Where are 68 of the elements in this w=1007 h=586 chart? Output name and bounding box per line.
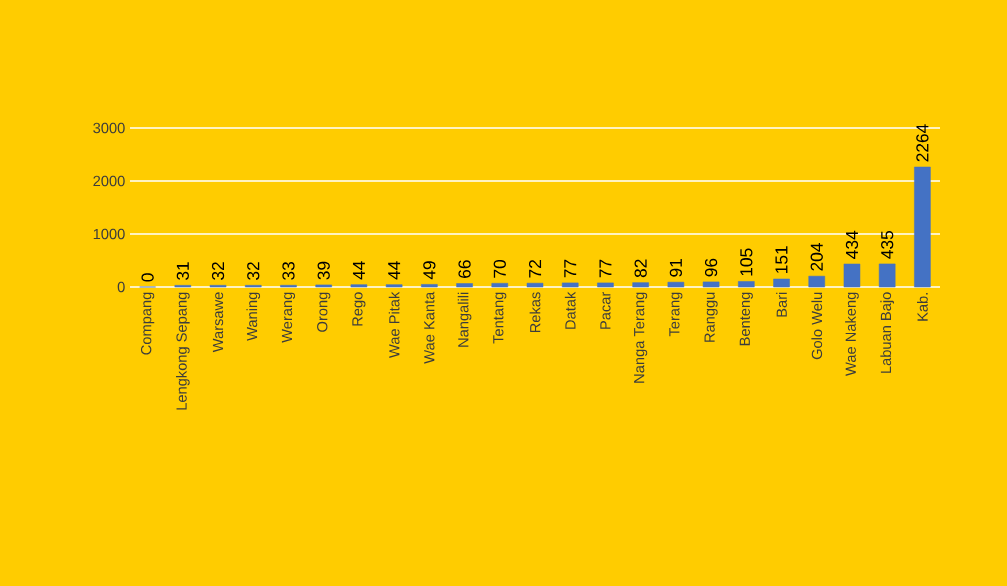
x-tick-label: Werang [281, 292, 296, 343]
x-tick-label: Rego [352, 292, 366, 326]
bar [738, 281, 755, 288]
y-tick-label: 3000 [93, 122, 125, 134]
x-tick-label: Bari [776, 292, 787, 317]
data-label: 204 [810, 243, 823, 271]
bar [456, 283, 473, 288]
data-label: 72 [528, 260, 542, 278]
data-label: 105 [740, 248, 753, 276]
data-label: 70 [493, 259, 506, 278]
x-tick-label: Labuan Bajo [880, 292, 894, 373]
bar [808, 275, 826, 288]
y-tick-label: 2000 [93, 175, 125, 187]
bar [491, 283, 509, 288]
data-label: 49 [423, 261, 436, 280]
x-tick-label: Wae Pitak [388, 291, 400, 358]
bar [773, 278, 790, 288]
x-tick-label: Golo Welu [811, 292, 823, 360]
x-tick-label: Nanga Terang [634, 292, 648, 383]
bar [667, 281, 685, 288]
bar [878, 263, 896, 288]
bar [526, 282, 544, 288]
x-tick-label: Orong [317, 292, 331, 332]
x-tick-label: Waning [246, 292, 261, 341]
y-tick-label: 1000 [93, 228, 125, 240]
x-tick-label: Wae Kanta [424, 291, 435, 364]
x-tick-label: Warsawe [212, 292, 224, 353]
data-label: 44 [388, 261, 401, 280]
x-tick-label: Terang [669, 292, 683, 337]
bar [843, 263, 861, 288]
x-tick-label: Compang [140, 292, 155, 355]
bar [597, 282, 614, 288]
data-label: 44 [352, 261, 365, 280]
data-label: 32 [211, 262, 225, 280]
x-tick-label: Ranggu [704, 292, 718, 342]
x-tick-label: Lengkong Sepang [176, 292, 190, 410]
x-tick-label: Datak [564, 291, 576, 329]
data-label: 32 [247, 262, 260, 280]
data-label: 33 [282, 262, 295, 280]
bar [350, 284, 368, 288]
x-tick-label: Pacar [600, 291, 611, 329]
y-tick-label: 0 [117, 281, 125, 293]
data-label: 39 [317, 261, 330, 280]
x-tick-label: Wae Nakeng [845, 292, 859, 376]
data-label: 77 [599, 259, 612, 278]
data-label: 66 [458, 260, 471, 278]
data-label: 31 [176, 262, 189, 280]
data-label: 77 [564, 259, 577, 278]
bar [702, 281, 720, 288]
data-label: 91 [669, 259, 683, 277]
bar [914, 166, 931, 288]
x-tick-label: Kab. [917, 293, 928, 321]
bar [315, 284, 332, 288]
data-label: 434 [845, 230, 859, 259]
bar [561, 282, 579, 288]
bar [421, 284, 438, 288]
data-label: 0 [141, 273, 154, 282]
data-label: 96 [704, 258, 718, 277]
data-label: 435 [881, 231, 894, 259]
x-tick-label: Rekas [529, 292, 541, 333]
data-label: 82 [634, 259, 647, 278]
x-tick-label: Benteng [739, 292, 753, 346]
bar [632, 282, 649, 288]
x-tick-label: Nangalili [457, 292, 472, 347]
x-tick-label: Tentang [493, 292, 507, 344]
data-label: 2264 [916, 124, 929, 162]
data-label: 151 [775, 246, 788, 273]
bar [385, 284, 403, 288]
